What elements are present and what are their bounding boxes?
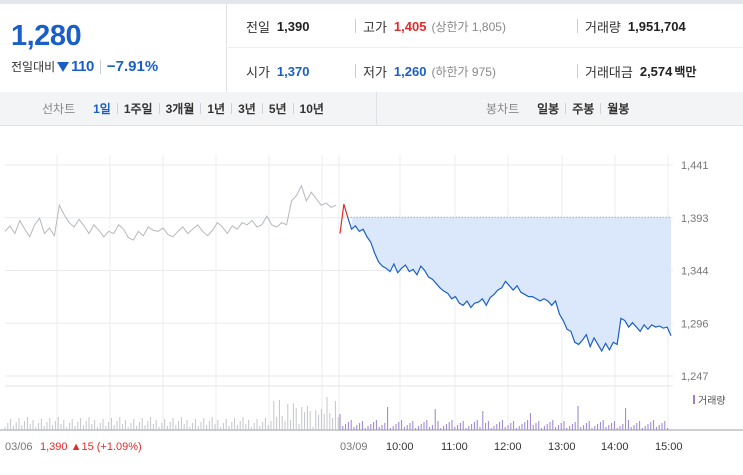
tab-1-day[interactable]: 1일 xyxy=(93,102,111,116)
chart-tabs: 선차트 1일 1주일 3개월 1년 3년 5년 10년 봉차트 일봉 주봉 월봉 xyxy=(0,92,743,126)
y-tick-label: 1,393 xyxy=(681,213,709,225)
tab-10-years[interactable]: 10년 xyxy=(299,102,324,116)
series-line-prev-day xyxy=(4,184,337,241)
tab-daily-candle[interactable]: 일봉 xyxy=(537,102,560,116)
change-amount: 110 xyxy=(71,58,94,75)
below-reference-fill xyxy=(351,217,671,351)
tab-3-years[interactable]: 3년 xyxy=(238,102,256,116)
current-price: 1,280 xyxy=(11,20,82,52)
tab-divider xyxy=(600,103,602,114)
divider xyxy=(577,64,578,78)
volume-legend-label: 거래량 xyxy=(698,395,726,407)
chart-fill-area xyxy=(351,217,671,351)
high-cell: 고가 1,405 (상한가 1,805) xyxy=(363,17,506,36)
tab-divider xyxy=(565,103,567,114)
high-value: 1,405 xyxy=(393,19,427,34)
volume-bars: 거래량 xyxy=(4,395,726,430)
tab-3-months[interactable]: 3개월 xyxy=(165,102,195,116)
divider xyxy=(577,19,578,33)
tab-monthly-candle[interactable]: 월봉 xyxy=(607,102,630,116)
low-label: 저가 xyxy=(363,65,387,80)
down-triangle-icon xyxy=(57,61,70,72)
price-chart[interactable]: 1,441 1,393 1,344 1,296 1,247 거래량 03/06 03/09… xyxy=(0,134,743,475)
low-value: 1,260 xyxy=(393,64,427,79)
volume-legend-icon xyxy=(693,395,695,404)
x-tick-label: 13:00 xyxy=(548,441,576,453)
row-divider xyxy=(226,47,743,48)
line-chart-title: 선차트 xyxy=(42,102,76,116)
open-label: 시가 xyxy=(246,65,270,80)
amount-cell: 거래대금 2,574 백만 xyxy=(585,62,696,81)
y-tick-label: 1,441 xyxy=(681,160,709,172)
y-axis-labels: 1,441 1,393 1,344 1,296 1,247 xyxy=(681,160,709,383)
x-axis-labels: 03/06 03/09 10:00 11:00 12:00 13:00 14:00 15:00… xyxy=(5,441,683,453)
divider xyxy=(355,19,356,33)
tab-divider xyxy=(231,103,233,114)
series-line-up xyxy=(339,203,349,234)
quote-summary: 1,280 전일대비 110 −7.91% 전일 1,390 고가 1,405 … xyxy=(0,4,743,93)
tab-divider xyxy=(158,103,160,114)
divider xyxy=(99,59,101,74)
high-label: 고가 xyxy=(363,20,387,35)
volume-label: 거래량 xyxy=(585,20,621,35)
x-tick-label: 03/09 xyxy=(340,441,368,453)
tab-divider xyxy=(200,103,202,114)
tab-1-week[interactable]: 1주일 xyxy=(123,102,153,116)
y-tick-label: 1,344 xyxy=(681,266,709,278)
open-cell: 시가 1,370 xyxy=(246,62,309,81)
series-line-down xyxy=(347,217,672,353)
tab-1-year[interactable]: 1년 xyxy=(207,102,226,116)
prev-close-value: 1,390 xyxy=(276,19,310,34)
candle-chart-title: 봉차트 xyxy=(486,102,520,116)
upper-limit: (상한가 1,805) xyxy=(431,20,506,34)
x-tick-label: 15:00 xyxy=(655,441,683,453)
x-tick-label: 10:00 xyxy=(386,441,414,453)
volume-cell: 거래량 1,951,704 xyxy=(585,17,686,36)
low-cell: 저가 1,260 (하한가 975) xyxy=(363,62,496,81)
lower-limit: (하한가 975) xyxy=(431,65,496,79)
chart-lines xyxy=(4,184,672,353)
prev-day-close-label: 1,390 ▲15 (+1.09%) xyxy=(40,441,142,453)
volume-value: 1,951,704 xyxy=(627,19,686,34)
x-tick-label: 11:00 xyxy=(441,441,468,453)
tabs-divider xyxy=(376,92,377,125)
prev-close-label: 전일 xyxy=(246,20,270,35)
tab-divider xyxy=(116,103,118,114)
amount-label: 거래대금 xyxy=(585,65,633,80)
change-label: 전일대비 xyxy=(11,60,56,74)
y-tick-label: 1,296 xyxy=(681,318,709,330)
change-row: 전일대비 110 −7.91% xyxy=(11,58,158,75)
chart-grid xyxy=(0,155,743,431)
amount-value: 2,574 xyxy=(639,64,673,79)
line-chart-tabs: 선차트 1일 1주일 3개월 1년 3년 5년 10년 xyxy=(42,92,330,125)
price-block: 1,280 전일대비 110 −7.91% xyxy=(0,4,227,92)
tab-weekly-candle[interactable]: 주봉 xyxy=(572,102,595,116)
x-tick-label: 12:00 xyxy=(494,441,522,453)
candle-chart-tabs: 봉차트 일봉 주봉 월봉 xyxy=(486,92,635,125)
divider xyxy=(355,64,356,78)
prev-close-cell: 전일 1,390 xyxy=(246,17,309,36)
x-tick-label: 14:00 xyxy=(601,441,629,453)
amount-unit: 백만 xyxy=(674,65,697,79)
tab-divider xyxy=(292,103,294,114)
tab-5-years[interactable]: 5년 xyxy=(268,102,287,116)
top-border xyxy=(0,0,743,4)
x-tick-label: 03/06 xyxy=(5,441,33,453)
open-value: 1,370 xyxy=(276,64,310,79)
y-tick-label: 1,247 xyxy=(681,371,709,383)
tab-divider xyxy=(261,103,263,114)
change-percent: −7.91% xyxy=(106,58,159,75)
